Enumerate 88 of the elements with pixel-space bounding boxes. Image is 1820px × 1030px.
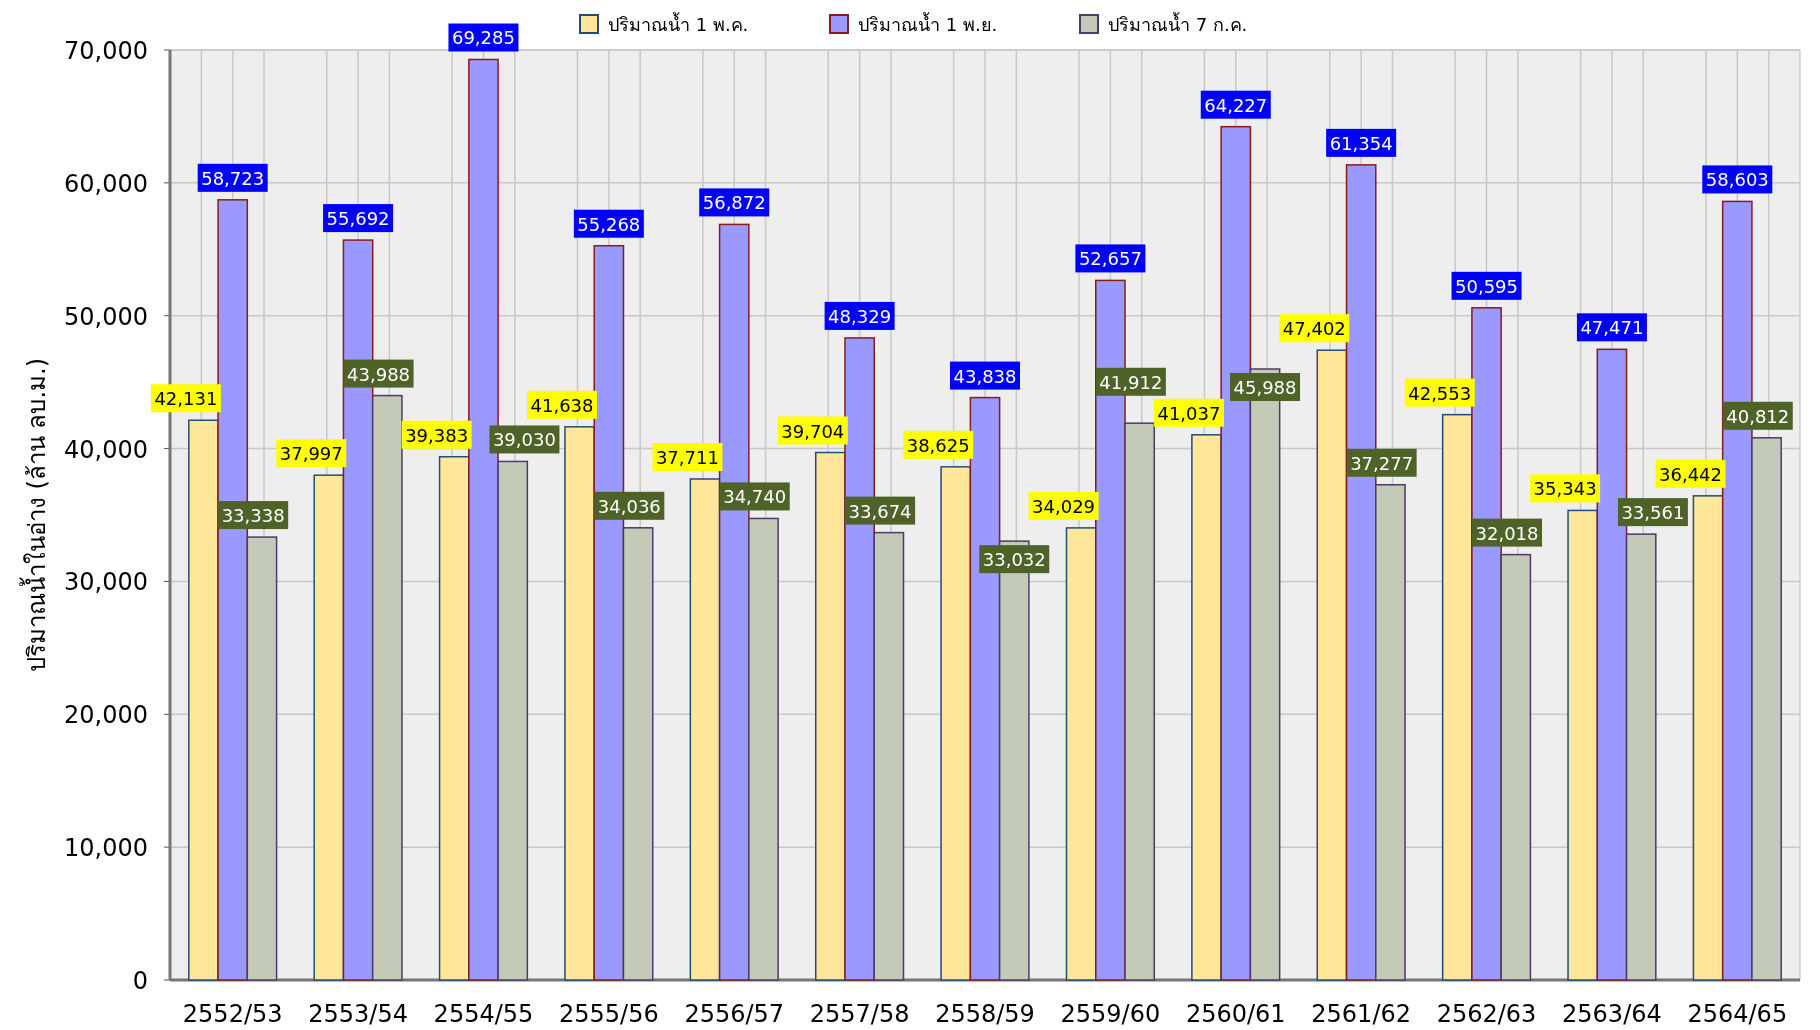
- data-label: 41,912: [1099, 371, 1163, 393]
- data-label: 47,402: [1282, 318, 1346, 340]
- data-label: 41,638: [530, 394, 594, 416]
- legend-label: ปริมาณน้ำ 7 ก.ค.: [1108, 12, 1248, 35]
- x-tick-label: 2559/60: [1060, 1000, 1161, 1028]
- bar: [1316, 349, 1348, 981]
- bar: [371, 394, 403, 981]
- bar: [564, 426, 595, 981]
- bar: [940, 466, 972, 981]
- x-tick-label: 2561/62: [1311, 1000, 1412, 1028]
- bar: [313, 474, 345, 981]
- data-label: 42,131: [154, 388, 218, 410]
- bar: [1441, 413, 1473, 981]
- bar: [748, 517, 779, 981]
- data-label: 61,354: [1329, 132, 1393, 154]
- y-tick-label: 50,000: [64, 302, 148, 331]
- data-label: 38,625: [906, 434, 970, 456]
- data-label: 50,595: [1455, 275, 1519, 297]
- data-label: 52,657: [1078, 248, 1142, 270]
- bar: [689, 478, 721, 981]
- x-tick-label: 2558/59: [935, 1000, 1035, 1028]
- data-label: 39,030: [492, 429, 556, 451]
- data-label: 33,032: [982, 549, 1046, 571]
- y-tick-label: 10,000: [64, 834, 148, 863]
- x-tick-label: 2564/65: [1687, 1000, 1788, 1028]
- bar: [873, 531, 905, 981]
- x-tick-label: 2555/56: [558, 1000, 659, 1028]
- x-tick-label: 2563/64: [1562, 1000, 1662, 1028]
- data-label: 33,338: [221, 505, 285, 527]
- bar: [622, 527, 654, 981]
- data-label: 40,812: [1726, 405, 1790, 427]
- x-tick-label: 2553/54: [308, 1000, 408, 1028]
- x-tick-label: 2556/57: [684, 1000, 785, 1028]
- legend-label: ปริมาณน้ำ 1 พ.ย.: [858, 12, 998, 35]
- bar: [1692, 495, 1724, 981]
- bar: [1375, 484, 1406, 981]
- bar: [1065, 527, 1097, 981]
- y-tick-label: 20,000: [64, 701, 148, 730]
- data-label: 34,740: [723, 486, 787, 508]
- data-label: 33,561: [1621, 502, 1685, 524]
- data-label: 56,872: [702, 192, 766, 214]
- data-label: 41,037: [1157, 402, 1221, 424]
- data-label: 37,277: [1350, 452, 1414, 474]
- x-tick-label: 2552/53: [182, 1000, 283, 1028]
- x-tick-label: 2554/55: [433, 1000, 534, 1028]
- bar: [188, 419, 219, 981]
- y-tick-label: 0: [132, 967, 148, 995]
- data-label: 55,268: [577, 213, 641, 235]
- y-tick-label: 60,000: [64, 169, 148, 198]
- bar: [438, 456, 470, 981]
- data-label: 36,442: [1659, 463, 1722, 485]
- data-label: 34,036: [597, 495, 661, 517]
- y-tick-label: 40,000: [64, 435, 148, 464]
- bar: [1751, 437, 1782, 981]
- data-label: 34,029: [1032, 495, 1096, 517]
- bar: [497, 460, 529, 981]
- bar: [246, 536, 278, 981]
- data-label: 58,603: [1705, 169, 1769, 191]
- x-tick-label: 2562/63: [1436, 1000, 1537, 1028]
- y-tick-label: 70,000: [64, 37, 148, 65]
- data-label: 32,018: [1475, 522, 1539, 544]
- legend-label: ปริมาณน้ำ 1 พ.ค.: [608, 12, 749, 35]
- data-label: 58,723: [201, 167, 265, 189]
- bar: [1567, 509, 1599, 981]
- data-label: 45,988: [1233, 377, 1297, 399]
- bar: [1500, 553, 1532, 981]
- bar: [1625, 533, 1657, 981]
- data-label: 69,285: [451, 27, 515, 49]
- data-label: 48,329: [828, 305, 892, 327]
- data-label: 55,692: [326, 208, 390, 230]
- x-tick-label: 2560/61: [1185, 1000, 1286, 1028]
- y-tick-label: 30,000: [64, 568, 148, 597]
- y-axis-title: ปริมาณน้ำในอ่าง (ล้าน ลบ.ม.): [19, 357, 51, 673]
- data-label: 39,704: [781, 420, 845, 442]
- data-label: 64,227: [1204, 94, 1268, 116]
- data-label: 42,553: [1408, 382, 1472, 404]
- data-label: 47,471: [1580, 317, 1644, 339]
- data-label: 43,838: [953, 365, 1017, 387]
- data-label: 37,997: [279, 443, 343, 465]
- data-label: 37,711: [655, 446, 719, 468]
- data-label: 35,343: [1533, 478, 1597, 500]
- data-label: 39,383: [405, 424, 469, 446]
- data-label: 33,674: [848, 500, 912, 522]
- bar: [1191, 434, 1222, 981]
- bar: [1124, 422, 1156, 981]
- data-label: 43,988: [347, 363, 411, 385]
- bar: [814, 451, 846, 981]
- x-tick-label: 2557/58: [809, 1000, 910, 1028]
